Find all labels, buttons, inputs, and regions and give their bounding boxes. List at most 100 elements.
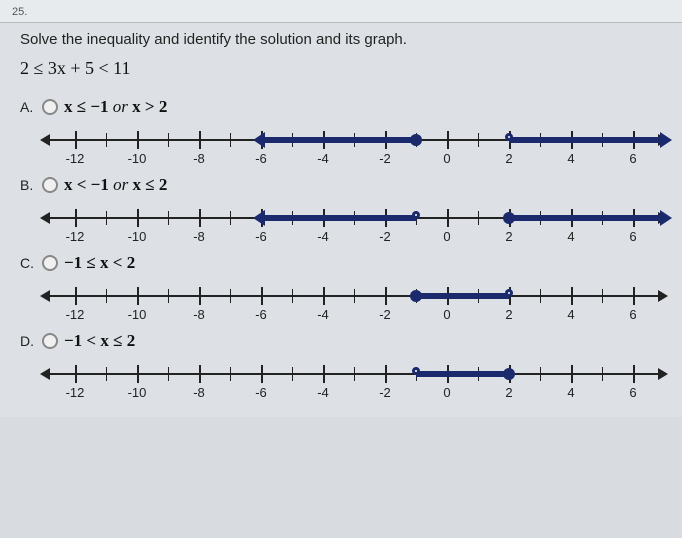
tick-label: 4 <box>567 385 574 400</box>
open-point-icon <box>505 133 513 141</box>
closed-point-icon <box>503 212 515 224</box>
tick <box>571 365 573 383</box>
tick-label: 2 <box>505 307 512 322</box>
closed-point-icon <box>410 134 422 146</box>
answer-option: D.−1 < x ≤ 2-12-10-8-6-4-20246 <box>20 331 662 403</box>
tick-label: -6 <box>255 229 267 244</box>
tick <box>354 367 355 381</box>
answer-option: A.x ≤ −1 or x > 2-12-10-8-6-4-20246 <box>20 97 662 169</box>
option-header: C. −1 ≤ x < 2 <box>20 253 662 273</box>
tick-label: 0 <box>443 151 450 166</box>
tick-label: 0 <box>443 385 450 400</box>
tick-label: -10 <box>128 151 147 166</box>
tick <box>385 365 387 383</box>
tick <box>137 365 139 383</box>
tick <box>571 287 573 305</box>
tick <box>602 289 603 303</box>
solution-segment <box>509 137 664 143</box>
tick <box>75 287 77 305</box>
radio-button[interactable] <box>42 99 58 115</box>
number-line: -12-10-8-6-4-20246 <box>44 121 664 169</box>
tick-label: 4 <box>567 151 574 166</box>
inequality-expression: 2 ≤ 3x + 5 < 11 <box>20 58 662 79</box>
option-expression: x ≤ −1 or x > 2 <box>64 97 167 117</box>
option-header: B.x < −1 or x ≤ 2 <box>20 175 662 195</box>
tick <box>137 287 139 305</box>
closed-point-icon <box>410 290 422 302</box>
solution-segment <box>261 215 416 221</box>
tick-label: -4 <box>317 385 329 400</box>
tick-label: -12 <box>66 385 85 400</box>
tick <box>106 289 107 303</box>
radio-button[interactable] <box>42 333 58 349</box>
option-header: A. x ≤ −1 or x > 2 <box>20 97 662 117</box>
radio-button[interactable] <box>42 177 58 193</box>
option-expression: −1 ≤ x < 2 <box>64 253 135 273</box>
tick-label: 0 <box>443 229 450 244</box>
tick <box>75 209 77 227</box>
tick-label: -8 <box>193 229 205 244</box>
tick <box>447 209 449 227</box>
segment-arrow-right-icon <box>660 132 672 148</box>
tick-label: -2 <box>379 307 391 322</box>
tick-label: -10 <box>128 307 147 322</box>
tick <box>385 287 387 305</box>
tick <box>230 211 231 225</box>
segment-arrow-left-icon <box>253 210 265 226</box>
tick <box>75 131 77 149</box>
tick-label: 6 <box>629 307 636 322</box>
segment-arrow-left-icon <box>253 132 265 148</box>
radio-button[interactable] <box>42 255 58 271</box>
option-header: D.−1 < x ≤ 2 <box>20 331 662 351</box>
option-letter: C. <box>20 255 36 271</box>
tick <box>261 287 263 305</box>
option-letter: D. <box>20 333 36 349</box>
tick-label: -6 <box>255 307 267 322</box>
tick <box>168 367 169 381</box>
tick <box>168 133 169 147</box>
option-letter: A. <box>20 99 36 115</box>
solution-segment <box>416 293 509 299</box>
tick-label: 6 <box>629 229 636 244</box>
tick-label: 2 <box>505 385 512 400</box>
tick-label: -12 <box>66 151 85 166</box>
tick-label: -2 <box>379 229 391 244</box>
open-point-icon <box>412 211 420 219</box>
solution-segment <box>416 371 509 377</box>
tick <box>168 289 169 303</box>
tick <box>633 287 635 305</box>
tick <box>199 131 201 149</box>
tick <box>75 365 77 383</box>
segment-arrow-right-icon <box>660 210 672 226</box>
tick-label: -10 <box>128 385 147 400</box>
tick-label: 4 <box>567 307 574 322</box>
tick-label: -4 <box>317 229 329 244</box>
tick <box>633 365 635 383</box>
open-point-icon <box>505 289 513 297</box>
number-line: -12-10-8-6-4-20246 <box>44 355 664 403</box>
tick-label: -6 <box>255 385 267 400</box>
question-header: 25. <box>0 0 682 23</box>
solution-segment <box>261 137 416 143</box>
tick <box>261 365 263 383</box>
tick-label: 0 <box>443 307 450 322</box>
tick <box>292 289 293 303</box>
tick <box>137 209 139 227</box>
option-expression: x < −1 or x ≤ 2 <box>64 175 167 195</box>
tick-label: -12 <box>66 307 85 322</box>
tick <box>478 133 479 147</box>
tick-label: 2 <box>505 151 512 166</box>
open-point-icon <box>412 367 420 375</box>
tick <box>540 367 541 381</box>
tick <box>447 131 449 149</box>
tick-label: 6 <box>629 151 636 166</box>
tick <box>199 287 201 305</box>
tick <box>478 211 479 225</box>
tick <box>106 367 107 381</box>
tick-label: -8 <box>193 307 205 322</box>
tick <box>230 289 231 303</box>
tick <box>199 209 201 227</box>
tick <box>540 289 541 303</box>
tick <box>137 131 139 149</box>
tick-label: -10 <box>128 229 147 244</box>
